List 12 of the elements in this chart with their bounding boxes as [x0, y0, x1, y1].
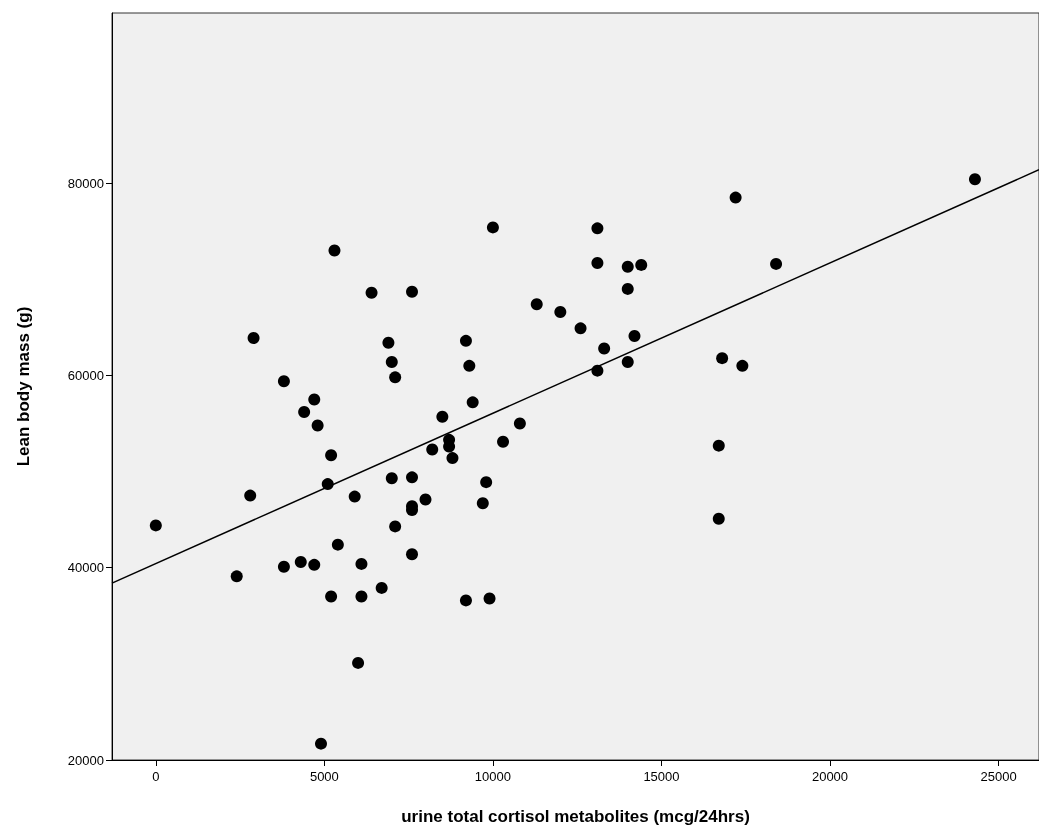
- x-tick-label: 5000: [309, 769, 339, 784]
- x-tick-label: 10000: [474, 769, 511, 784]
- x-tick-label: 20000: [811, 769, 849, 784]
- y-tick-label: 20000: [67, 752, 104, 768]
- x-tick-label: 0: [152, 769, 160, 784]
- x-tick-label: 15000: [643, 769, 680, 784]
- y-tick-label: 80000: [67, 175, 104, 191]
- y-tick-label: 40000: [67, 560, 104, 576]
- x-axis-title: urine total cortisol metabolites (mcg/24hrs): [401, 807, 750, 826]
- y-tick-label: 60000: [67, 367, 104, 383]
- x-tick-label: 25000: [980, 769, 1017, 784]
- y-axis-title: Lean body mass (g): [14, 306, 33, 467]
